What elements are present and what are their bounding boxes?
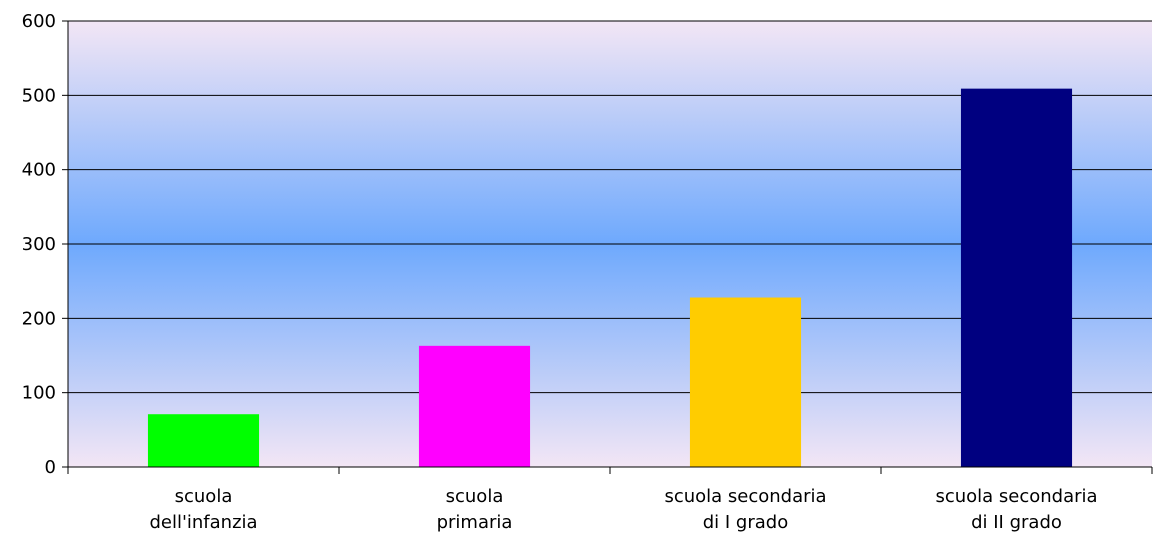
x-category-label: scuola primaria (437, 486, 513, 533)
x-category-label-line: scuola (446, 486, 504, 507)
y-tick-label: 0 (45, 457, 56, 478)
y-tick-label: 500 (22, 85, 56, 106)
bar (960, 88, 1073, 467)
x-category-label-line: di I grado (703, 512, 788, 533)
y-tick-label: 400 (22, 160, 56, 181)
gridlines (68, 20, 1152, 394)
bars (147, 88, 1073, 467)
x-category-label-line: primaria (437, 512, 513, 533)
x-category-label-line: scuola secondaria (664, 486, 826, 507)
x-category-label: scuola secondaria di I grado (664, 486, 826, 533)
y-tick-label: 200 (22, 308, 56, 329)
x-category-label-line: dell'infanzia (149, 512, 257, 533)
bar (689, 297, 802, 467)
x-category-label-line: scuola (175, 486, 233, 507)
x-category-label: scuola dell'infanzia (149, 486, 257, 533)
x-category-label-line: scuola secondaria (935, 486, 1097, 507)
bar (418, 345, 531, 467)
axes (62, 20, 1153, 474)
y-tick-label: 300 (22, 234, 56, 255)
y-tick-labels: 0 100 200 300 400 500 600 (22, 11, 56, 478)
y-tick-label: 100 (22, 383, 56, 404)
bar (147, 414, 260, 467)
x-category-label-line: di II grado (971, 512, 1062, 533)
x-category-label: scuola secondaria di II grado (935, 486, 1097, 533)
y-tick-label: 600 (22, 11, 56, 32)
